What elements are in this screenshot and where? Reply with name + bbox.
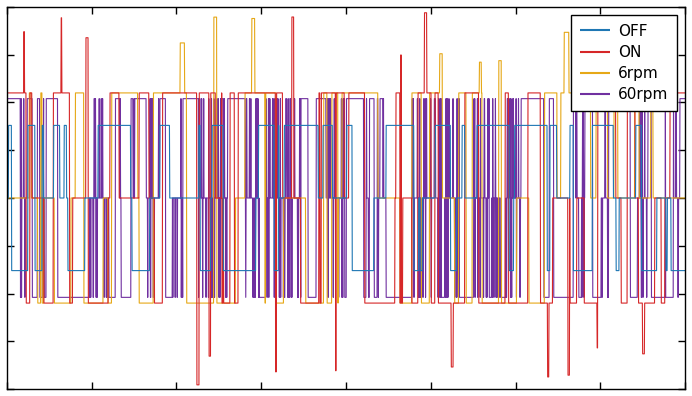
OFF bbox=[3, 96, 11, 101]
60rpm bbox=[4, 123, 12, 128]
OFF bbox=[537, 96, 545, 101]
OFF bbox=[17, 295, 25, 300]
ON bbox=[34, 301, 42, 305]
6rpm bbox=[662, 196, 671, 200]
ON bbox=[662, 196, 670, 200]
6rpm bbox=[681, 91, 689, 95]
OFF bbox=[662, 295, 670, 300]
OFF bbox=[681, 96, 689, 101]
60rpm bbox=[681, 268, 689, 273]
Line: OFF: OFF bbox=[7, 99, 685, 297]
Line: ON: ON bbox=[7, 17, 685, 303]
6rpm bbox=[193, 383, 201, 387]
60rpm bbox=[38, 123, 46, 128]
60rpm bbox=[8, 268, 16, 273]
ON bbox=[662, 196, 671, 200]
6rpm bbox=[662, 196, 670, 200]
ON bbox=[38, 91, 46, 95]
ON bbox=[681, 196, 689, 200]
6rpm bbox=[538, 301, 546, 305]
60rpm bbox=[662, 196, 670, 200]
6rpm bbox=[37, 196, 46, 200]
ON bbox=[210, 15, 218, 19]
6rpm bbox=[315, 91, 323, 95]
60rpm bbox=[333, 196, 341, 200]
OFF bbox=[333, 196, 341, 200]
Line: 6rpm: 6rpm bbox=[7, 13, 685, 385]
Legend: OFF, ON, 6rpm, 60rpm: OFF, ON, 6rpm, 60rpm bbox=[570, 15, 677, 111]
ON bbox=[538, 301, 546, 305]
ON bbox=[3, 196, 11, 200]
OFF bbox=[315, 96, 323, 101]
OFF bbox=[38, 295, 46, 300]
60rpm bbox=[662, 268, 671, 273]
60rpm bbox=[3, 196, 11, 200]
6rpm bbox=[333, 91, 341, 95]
OFF bbox=[662, 96, 670, 101]
ON bbox=[333, 91, 341, 95]
6rpm bbox=[420, 10, 428, 15]
60rpm bbox=[538, 123, 546, 128]
6rpm bbox=[3, 91, 11, 95]
Line: 60rpm: 60rpm bbox=[7, 126, 685, 270]
ON bbox=[316, 301, 324, 305]
60rpm bbox=[316, 196, 324, 200]
